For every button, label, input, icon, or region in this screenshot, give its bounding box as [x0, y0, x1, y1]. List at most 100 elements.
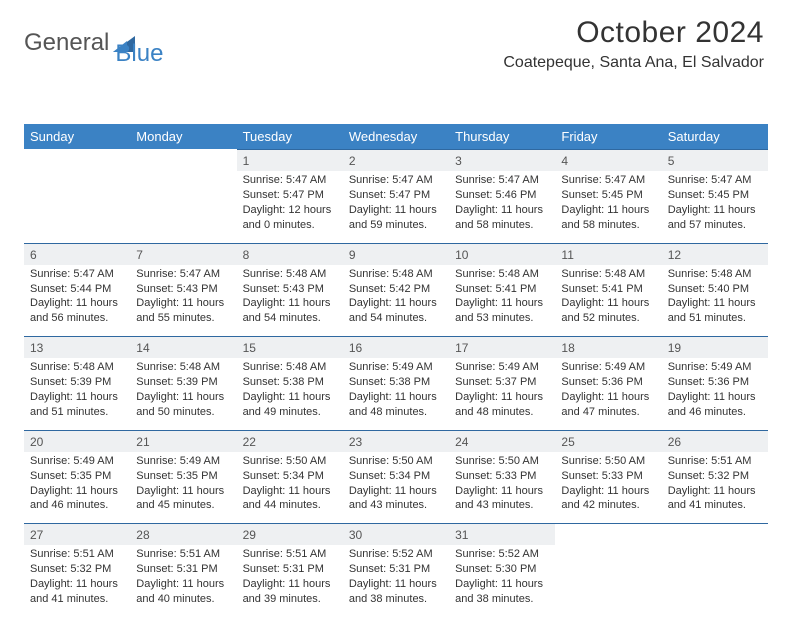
day-number: 30: [343, 524, 449, 545]
calendar-cell: 17Sunrise: 5:49 AMSunset: 5:37 PMDayligh…: [449, 336, 555, 430]
calendar-table: SundayMondayTuesdayWednesdayThursdayFrid…: [24, 124, 768, 617]
day-number: 19: [662, 337, 768, 358]
calendar-cell: 26Sunrise: 5:51 AMSunset: 5:32 PMDayligh…: [662, 430, 768, 524]
day-details: [662, 529, 768, 587]
location-subtitle: Coatepeque, Santa Ana, El Salvador: [503, 54, 764, 72]
calendar-cell: 5Sunrise: 5:47 AMSunset: 5:45 PMDaylight…: [662, 149, 768, 243]
day-number: 25: [555, 431, 661, 452]
weekday-header: Thursday: [449, 124, 555, 149]
day-number: 26: [662, 431, 768, 452]
day-details: Sunrise: 5:48 AMSunset: 5:41 PMDaylight:…: [449, 265, 555, 336]
day-number: 14: [130, 337, 236, 358]
day-details: Sunrise: 5:51 AMSunset: 5:31 PMDaylight:…: [237, 545, 343, 616]
day-details: Sunrise: 5:47 AMSunset: 5:47 PMDaylight:…: [343, 171, 449, 242]
calendar-cell: 1Sunrise: 5:47 AMSunset: 5:47 PMDaylight…: [237, 149, 343, 243]
day-details: Sunrise: 5:51 AMSunset: 5:31 PMDaylight:…: [130, 545, 236, 616]
calendar-cell: 21Sunrise: 5:49 AMSunset: 5:35 PMDayligh…: [130, 430, 236, 524]
day-details: Sunrise: 5:47 AMSunset: 5:43 PMDaylight:…: [130, 265, 236, 336]
day-details: Sunrise: 5:47 AMSunset: 5:46 PMDaylight:…: [449, 171, 555, 242]
calendar-cell: 2Sunrise: 5:47 AMSunset: 5:47 PMDaylight…: [343, 149, 449, 243]
day-number: 27: [24, 524, 130, 545]
day-number: 17: [449, 337, 555, 358]
weekday-header: Monday: [130, 124, 236, 149]
calendar-cell: 13Sunrise: 5:48 AMSunset: 5:39 PMDayligh…: [24, 336, 130, 430]
calendar-cell: 14Sunrise: 5:48 AMSunset: 5:39 PMDayligh…: [130, 336, 236, 430]
calendar-cell: 23Sunrise: 5:50 AMSunset: 5:34 PMDayligh…: [343, 430, 449, 524]
day-number: 20: [24, 431, 130, 452]
calendar-cell: [24, 149, 130, 243]
day-number: 16: [343, 337, 449, 358]
day-number: 10: [449, 244, 555, 265]
day-number: 9: [343, 244, 449, 265]
day-number: 24: [449, 431, 555, 452]
day-number: 8: [237, 244, 343, 265]
day-details: Sunrise: 5:50 AMSunset: 5:34 PMDaylight:…: [343, 452, 449, 523]
day-details: Sunrise: 5:49 AMSunset: 5:37 PMDaylight:…: [449, 358, 555, 429]
day-details: Sunrise: 5:47 AMSunset: 5:44 PMDaylight:…: [24, 265, 130, 336]
calendar-cell: 20Sunrise: 5:49 AMSunset: 5:35 PMDayligh…: [24, 430, 130, 524]
day-details: Sunrise: 5:49 AMSunset: 5:38 PMDaylight:…: [343, 358, 449, 429]
day-details: Sunrise: 5:50 AMSunset: 5:33 PMDaylight:…: [449, 452, 555, 523]
day-details: Sunrise: 5:49 AMSunset: 5:35 PMDaylight:…: [24, 452, 130, 523]
day-details: Sunrise: 5:52 AMSunset: 5:30 PMDaylight:…: [449, 545, 555, 616]
calendar-cell: 3Sunrise: 5:47 AMSunset: 5:46 PMDaylight…: [449, 149, 555, 243]
day-number: 11: [555, 244, 661, 265]
day-details: Sunrise: 5:47 AMSunset: 5:47 PMDaylight:…: [237, 171, 343, 242]
brand-part2: Blue: [115, 40, 163, 68]
weekday-header: Tuesday: [237, 124, 343, 149]
calendar-cell: 19Sunrise: 5:49 AMSunset: 5:36 PMDayligh…: [662, 336, 768, 430]
calendar-cell: 27Sunrise: 5:51 AMSunset: 5:32 PMDayligh…: [24, 523, 130, 617]
calendar-cell: 30Sunrise: 5:52 AMSunset: 5:31 PMDayligh…: [343, 523, 449, 617]
day-details: Sunrise: 5:47 AMSunset: 5:45 PMDaylight:…: [662, 171, 768, 242]
day-number: 28: [130, 524, 236, 545]
calendar-cell: 9Sunrise: 5:48 AMSunset: 5:42 PMDaylight…: [343, 243, 449, 337]
calendar-cell: 8Sunrise: 5:48 AMSunset: 5:43 PMDaylight…: [237, 243, 343, 337]
day-number: 22: [237, 431, 343, 452]
day-number: 21: [130, 431, 236, 452]
brand-part1: General: [24, 29, 109, 57]
day-details: Sunrise: 5:49 AMSunset: 5:36 PMDaylight:…: [555, 358, 661, 429]
calendar-cell: [662, 523, 768, 617]
weekday-header: Saturday: [662, 124, 768, 149]
day-details: Sunrise: 5:48 AMSunset: 5:38 PMDaylight:…: [237, 358, 343, 429]
day-number: 15: [237, 337, 343, 358]
weekday-header: Sunday: [24, 124, 130, 149]
day-details: Sunrise: 5:50 AMSunset: 5:33 PMDaylight:…: [555, 452, 661, 523]
calendar-cell: 10Sunrise: 5:48 AMSunset: 5:41 PMDayligh…: [449, 243, 555, 337]
calendar-cell: 28Sunrise: 5:51 AMSunset: 5:31 PMDayligh…: [130, 523, 236, 617]
day-details: Sunrise: 5:48 AMSunset: 5:41 PMDaylight:…: [555, 265, 661, 336]
calendar-cell: [555, 523, 661, 617]
day-number: 29: [237, 524, 343, 545]
calendar-cell: 25Sunrise: 5:50 AMSunset: 5:33 PMDayligh…: [555, 430, 661, 524]
calendar-cell: 15Sunrise: 5:48 AMSunset: 5:38 PMDayligh…: [237, 336, 343, 430]
day-number: 13: [24, 337, 130, 358]
day-details: Sunrise: 5:51 AMSunset: 5:32 PMDaylight:…: [24, 545, 130, 616]
page-title: October 2024: [503, 16, 764, 50]
calendar-cell: 31Sunrise: 5:52 AMSunset: 5:30 PMDayligh…: [449, 523, 555, 617]
day-details: [130, 154, 236, 212]
day-details: Sunrise: 5:47 AMSunset: 5:45 PMDaylight:…: [555, 171, 661, 242]
day-number: 7: [130, 244, 236, 265]
calendar-cell: 7Sunrise: 5:47 AMSunset: 5:43 PMDaylight…: [130, 243, 236, 337]
day-details: Sunrise: 5:51 AMSunset: 5:32 PMDaylight:…: [662, 452, 768, 523]
day-number: 3: [449, 150, 555, 171]
day-details: Sunrise: 5:48 AMSunset: 5:40 PMDaylight:…: [662, 265, 768, 336]
calendar-cell: 29Sunrise: 5:51 AMSunset: 5:31 PMDayligh…: [237, 523, 343, 617]
day-details: Sunrise: 5:49 AMSunset: 5:35 PMDaylight:…: [130, 452, 236, 523]
calendar-cell: 12Sunrise: 5:48 AMSunset: 5:40 PMDayligh…: [662, 243, 768, 337]
day-number: 23: [343, 431, 449, 452]
day-number: 2: [343, 150, 449, 171]
day-details: Sunrise: 5:52 AMSunset: 5:31 PMDaylight:…: [343, 545, 449, 616]
calendar-cell: 24Sunrise: 5:50 AMSunset: 5:33 PMDayligh…: [449, 430, 555, 524]
day-details: Sunrise: 5:48 AMSunset: 5:43 PMDaylight:…: [237, 265, 343, 336]
day-number: 31: [449, 524, 555, 545]
day-details: Sunrise: 5:48 AMSunset: 5:39 PMDaylight:…: [130, 358, 236, 429]
day-details: Sunrise: 5:50 AMSunset: 5:34 PMDaylight:…: [237, 452, 343, 523]
day-number: 1: [237, 150, 343, 171]
day-details: [555, 529, 661, 587]
day-details: Sunrise: 5:49 AMSunset: 5:36 PMDaylight:…: [662, 358, 768, 429]
calendar-cell: 6Sunrise: 5:47 AMSunset: 5:44 PMDaylight…: [24, 243, 130, 337]
day-number: 12: [662, 244, 768, 265]
day-details: Sunrise: 5:48 AMSunset: 5:39 PMDaylight:…: [24, 358, 130, 429]
day-number: 6: [24, 244, 130, 265]
